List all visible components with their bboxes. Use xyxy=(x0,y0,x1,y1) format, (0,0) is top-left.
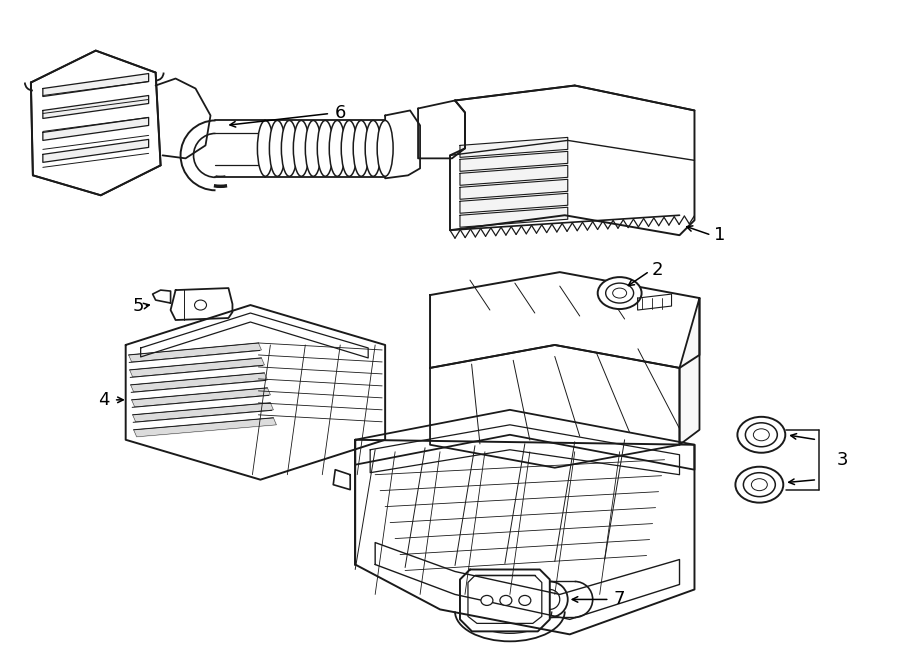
Ellipse shape xyxy=(365,120,381,176)
Polygon shape xyxy=(43,118,148,140)
Polygon shape xyxy=(460,193,568,214)
Ellipse shape xyxy=(293,120,310,176)
Polygon shape xyxy=(356,440,695,635)
Ellipse shape xyxy=(481,596,493,605)
Polygon shape xyxy=(131,388,270,407)
Polygon shape xyxy=(460,570,550,631)
Ellipse shape xyxy=(305,120,321,176)
Text: 2: 2 xyxy=(652,261,663,279)
Polygon shape xyxy=(126,305,385,480)
Ellipse shape xyxy=(500,596,512,605)
Polygon shape xyxy=(171,288,232,320)
Polygon shape xyxy=(418,100,465,159)
Text: 6: 6 xyxy=(335,104,346,122)
Polygon shape xyxy=(153,290,171,303)
Polygon shape xyxy=(468,576,542,623)
Polygon shape xyxy=(460,165,568,185)
Ellipse shape xyxy=(737,417,786,453)
Polygon shape xyxy=(430,272,699,368)
Polygon shape xyxy=(31,51,160,195)
Ellipse shape xyxy=(743,473,775,496)
Polygon shape xyxy=(156,79,211,159)
Polygon shape xyxy=(134,418,276,437)
Ellipse shape xyxy=(329,120,346,176)
Ellipse shape xyxy=(745,423,778,447)
Polygon shape xyxy=(385,110,420,178)
Ellipse shape xyxy=(735,467,783,502)
Polygon shape xyxy=(460,208,568,227)
Polygon shape xyxy=(43,139,148,163)
Polygon shape xyxy=(460,151,568,171)
Ellipse shape xyxy=(341,120,357,176)
Polygon shape xyxy=(43,95,148,118)
Ellipse shape xyxy=(269,120,285,176)
Polygon shape xyxy=(460,137,568,157)
Ellipse shape xyxy=(318,120,333,176)
Ellipse shape xyxy=(598,277,642,309)
Polygon shape xyxy=(129,343,261,362)
Polygon shape xyxy=(43,73,148,97)
Text: 5: 5 xyxy=(133,297,144,315)
Polygon shape xyxy=(130,358,265,377)
Polygon shape xyxy=(430,345,680,468)
Polygon shape xyxy=(450,85,695,235)
Ellipse shape xyxy=(519,596,531,605)
Polygon shape xyxy=(333,470,350,490)
Text: 7: 7 xyxy=(614,590,626,608)
Polygon shape xyxy=(130,373,267,392)
Polygon shape xyxy=(680,298,699,445)
Text: 4: 4 xyxy=(98,391,110,409)
Polygon shape xyxy=(132,403,274,422)
Polygon shape xyxy=(356,410,695,470)
Ellipse shape xyxy=(377,120,393,176)
Text: 1: 1 xyxy=(714,226,725,244)
Ellipse shape xyxy=(257,120,274,176)
Polygon shape xyxy=(460,179,568,199)
Text: 3: 3 xyxy=(836,451,848,469)
Polygon shape xyxy=(370,425,680,475)
Ellipse shape xyxy=(353,120,369,176)
Ellipse shape xyxy=(282,120,297,176)
